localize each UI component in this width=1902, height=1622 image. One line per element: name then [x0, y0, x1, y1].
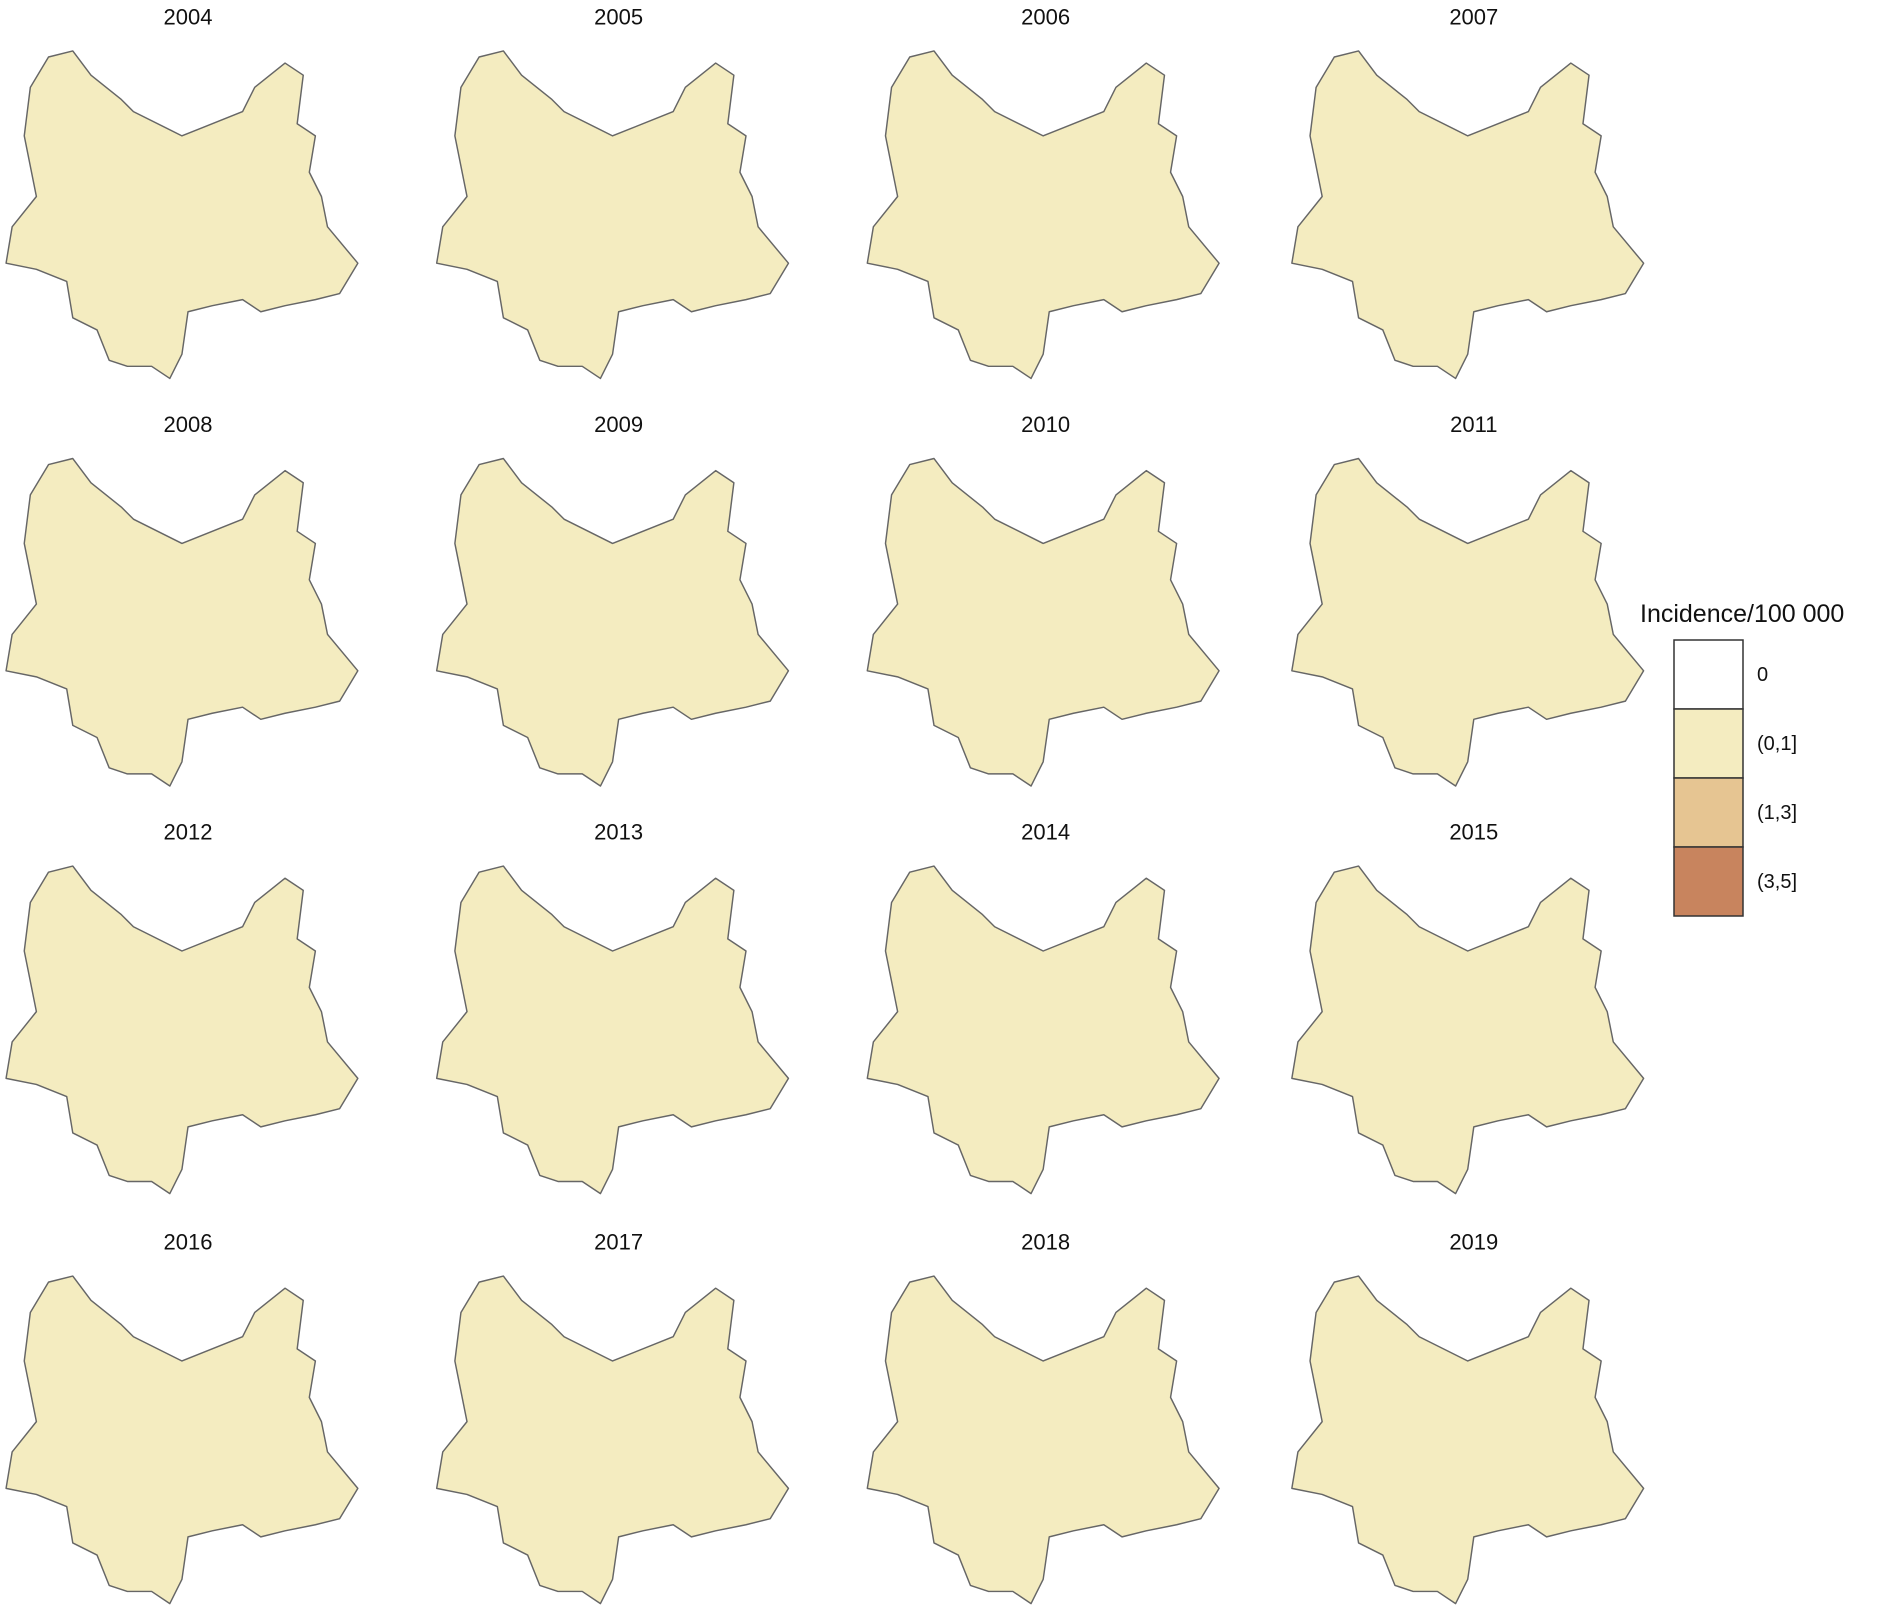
legend-swatch [1673, 777, 1744, 848]
province-outline [866, 1275, 1220, 1605]
province-outline [5, 50, 359, 380]
map-panel: 2012 [5, 819, 359, 1195]
province-outline [866, 457, 1220, 787]
year-label: 2010 [1021, 412, 1070, 437]
legend: Incidence/100 000 0 (0,1] (1,3] (3,5] [1640, 600, 1844, 917]
legend-swatch [1673, 846, 1744, 917]
province-outline [5, 865, 359, 1195]
province-outline [1291, 865, 1645, 1195]
province-outline [1291, 457, 1645, 787]
map-panel: 2014 [866, 819, 1220, 1195]
year-label: 2017 [594, 1229, 643, 1254]
province-outline [5, 1275, 359, 1605]
legend-swatch [1673, 708, 1744, 779]
year-label: 2005 [594, 4, 643, 29]
year-label: 2006 [1021, 4, 1070, 29]
map-panel: 2005 [435, 4, 790, 380]
map-panel: 2004 [5, 4, 359, 380]
year-label: 2019 [1449, 1229, 1498, 1254]
year-label: 2011 [1450, 412, 1497, 437]
year-label: 2004 [164, 4, 213, 29]
map-panels: 2004 2005 2006 2007 2008 2009 2010 2011 2012 2013… [5, 4, 1645, 1605]
map-panel: 2007 [1291, 4, 1645, 380]
year-label: 2013 [594, 819, 643, 844]
province-outline [5, 457, 359, 787]
year-label: 2012 [164, 819, 213, 844]
map-panel: 2016 [5, 1229, 359, 1605]
map-panel: 2017 [435, 1229, 790, 1605]
province-outline [866, 50, 1220, 380]
province-outline [435, 50, 790, 380]
legend-label: (3,5] [1757, 871, 1797, 893]
province-outline [1291, 50, 1645, 380]
map-panel: 2013 [435, 819, 790, 1195]
legend-label: (1,3] [1757, 802, 1797, 824]
map-panel: 2011 [1291, 412, 1645, 787]
map-panel: 2009 [435, 412, 790, 787]
map-panel: 2010 [866, 412, 1220, 787]
map-panel: 2006 [866, 4, 1220, 380]
legend-swatch [1673, 639, 1744, 710]
province-outline [1291, 1275, 1645, 1605]
province-outline [435, 457, 790, 787]
year-label: 2014 [1021, 819, 1070, 844]
province-outline [435, 865, 790, 1195]
year-label: 2018 [1021, 1229, 1070, 1254]
year-label: 2007 [1449, 4, 1498, 29]
year-label: 2009 [594, 412, 643, 437]
province-outline [435, 1275, 790, 1605]
year-label: 2008 [164, 412, 213, 437]
map-panel: 2015 [1291, 819, 1645, 1195]
legend-label: 0 [1757, 664, 1768, 686]
legend-title: Incidence/100 000 [1640, 600, 1844, 628]
map-panel: 2008 [5, 412, 359, 787]
province-outline [866, 865, 1220, 1195]
map-panel: 2019 [1291, 1229, 1645, 1605]
legend-label: (0,1] [1757, 733, 1797, 755]
map-panel: 2018 [866, 1229, 1220, 1605]
year-label: 2015 [1449, 819, 1498, 844]
year-label: 2016 [164, 1229, 213, 1254]
